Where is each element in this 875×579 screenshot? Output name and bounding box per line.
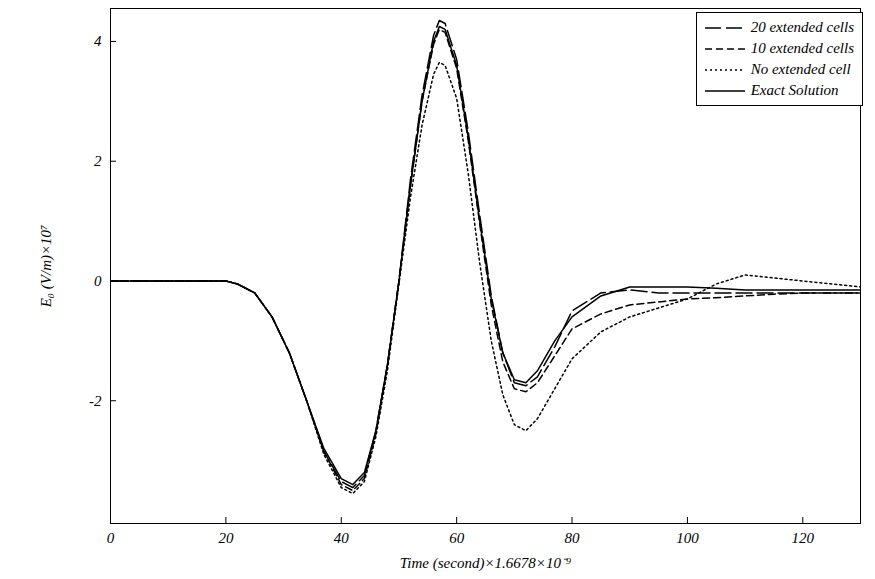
svg-text:Time (second)×1.6678×10⁻⁹: Time (second)×1.6678×10⁻⁹ (400, 555, 571, 572)
svg-text:60: 60 (449, 530, 465, 546)
html-text:Exact Solution: Exact Solution (750, 82, 839, 98)
svg-text:E₀ (V/m)×10⁷: E₀ (V/m)×10⁷ (38, 225, 55, 309)
svg-text:80: 80 (565, 530, 581, 546)
svg-text:4: 4 (94, 33, 102, 49)
svg-text:40: 40 (334, 530, 350, 546)
html-text:No extended cell: No extended cell (750, 61, 851, 77)
svg-text:120: 120 (792, 530, 815, 546)
svg-text:-2: -2 (89, 393, 102, 409)
svg-text:0: 0 (107, 530, 115, 546)
html-text:10 extended cells: 10 extended cells (750, 40, 854, 56)
svg-text:100: 100 (676, 530, 699, 546)
svg-text:20: 20 (218, 530, 234, 546)
svg-text:2: 2 (94, 153, 102, 169)
html-text:20 extended cells: 20 extended cells (750, 19, 854, 35)
svg-text:0: 0 (94, 273, 102, 289)
